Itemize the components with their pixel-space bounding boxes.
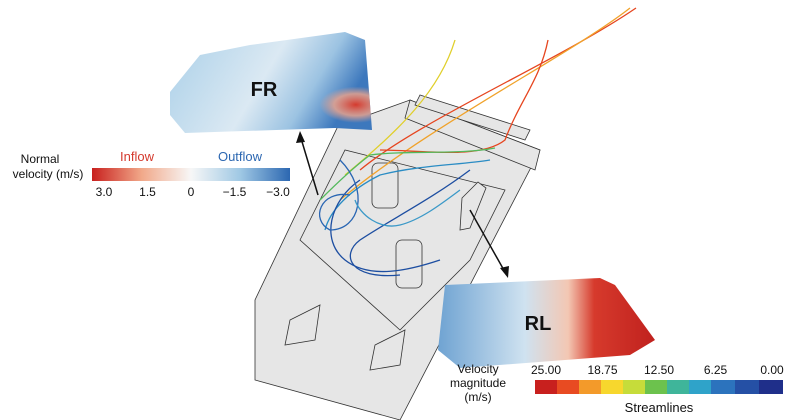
fr-inflow-region — [170, 32, 372, 133]
tick-label: 1.5 — [139, 185, 156, 199]
color-cell — [623, 380, 645, 394]
colorbar-ticks: 3.0 1.5 0 −1.5 −3.0 — [96, 185, 291, 199]
colorbar — [535, 380, 783, 394]
tick-label: −3.0 — [266, 185, 290, 199]
legend-title: Normal — [21, 152, 60, 166]
streamline — [319, 159, 359, 231]
arrow-head — [500, 266, 509, 278]
arrow — [469, 209, 506, 273]
rl-velocity-map — [438, 278, 655, 368]
colorbar-ticks: 25.00 18.75 12.50 6.25 0.00 — [531, 363, 784, 377]
fr-patch: FR — [170, 32, 372, 133]
tick-label: 18.75 — [587, 363, 617, 377]
roof-rack — [414, 94, 531, 141]
legend-title: magnitude — [450, 376, 506, 390]
streamline — [349, 169, 471, 277]
tick-label: 25.00 — [531, 363, 561, 377]
fr-label: FR — [251, 79, 278, 101]
legend-title: Velocity — [457, 362, 498, 376]
color-cell — [645, 380, 667, 394]
legend-caption: Streamlines — [625, 400, 694, 415]
color-cell — [579, 380, 601, 394]
tick-label: 6.25 — [704, 363, 728, 377]
rl-label: RL — [525, 313, 552, 335]
car-roof-edge — [404, 99, 541, 171]
wheel-well — [284, 304, 321, 346]
color-cell — [601, 380, 623, 394]
outflow-label: Outflow — [218, 149, 263, 164]
color-cell — [535, 380, 557, 394]
color-cell — [711, 380, 735, 394]
tick-label: 0 — [188, 185, 195, 199]
color-cell — [759, 380, 783, 394]
tick-label: 12.50 — [644, 363, 674, 377]
tick-label: 3.0 — [96, 185, 113, 199]
colorbar — [92, 168, 290, 181]
vehicle — [254, 94, 541, 420]
rl-patch: RL — [438, 278, 655, 368]
color-cell — [667, 380, 689, 394]
streamline — [330, 179, 441, 273]
legend-title: (m/s) — [464, 390, 491, 404]
normal-velocity-legend: Normal velocity (m/s) Inflow Outflow 3.0… — [13, 149, 291, 199]
velocity-legend: Velocity magnitude (m/s) 25.00 18.75 12.50… — [450, 362, 784, 415]
seat — [395, 239, 423, 289]
streamlines — [319, 7, 637, 277]
seat — [371, 162, 399, 209]
wheel-well — [369, 329, 406, 371]
arrow — [299, 134, 319, 196]
color-cell — [735, 380, 759, 394]
streamline — [319, 147, 496, 201]
legend-title: velocity (m/s) — [13, 167, 84, 181]
rear-window — [459, 181, 487, 231]
tick-label: −1.5 — [223, 185, 247, 199]
streamline — [354, 189, 461, 227]
streamline — [379, 39, 549, 154]
color-cell — [557, 380, 579, 394]
inflow-label: Inflow — [120, 149, 155, 164]
arrow-head — [296, 131, 305, 143]
tick-label: 0.00 — [760, 363, 784, 377]
streamline — [339, 7, 631, 201]
color-cell — [689, 380, 711, 394]
